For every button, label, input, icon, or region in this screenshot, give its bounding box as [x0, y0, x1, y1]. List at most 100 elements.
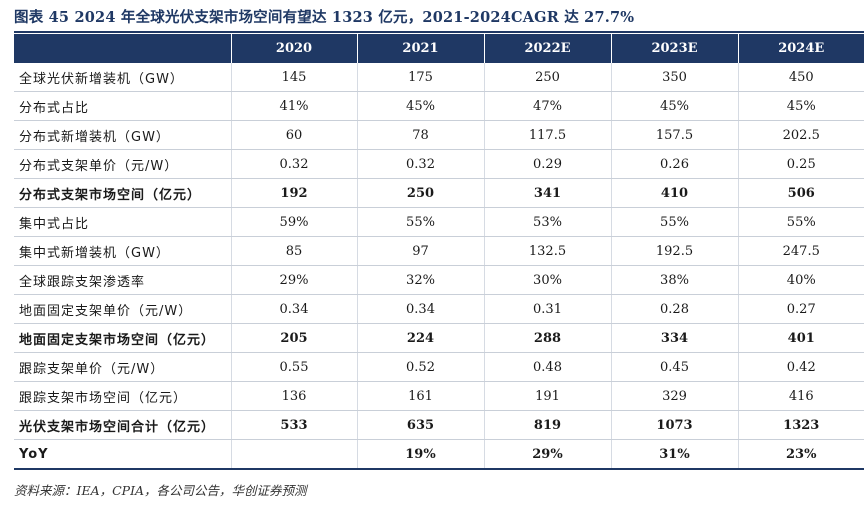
header-cell-year: 2022E [484, 34, 612, 63]
table-cell: 0.32 [357, 149, 485, 179]
table-cell: 97 [357, 236, 485, 266]
row-label: 全球光伏新增装机（GW） [14, 63, 232, 92]
table-cell: 1323 [738, 410, 864, 440]
table-cell: 450 [738, 63, 864, 92]
table-cell: 23% [738, 439, 864, 470]
table-cell: 819 [484, 410, 612, 440]
row-label: 跟踪支架单价（元/W） [14, 352, 232, 382]
table-cell: 1073 [611, 410, 739, 440]
row-label: YoY [14, 439, 232, 470]
table-cell: 341 [484, 178, 612, 208]
row-label: 集中式新增装机（GW） [14, 236, 232, 266]
table-row: 分布式占比 41% 45% 47% 45% 45% [14, 91, 864, 121]
table-cell: 334 [611, 323, 739, 353]
table-row: 地面固定支架市场空间（亿元） 205 224 288 334 401 [14, 323, 864, 353]
table-row: YoY 19% 29% 31% 23% [14, 439, 864, 470]
row-label: 地面固定支架市场空间（亿元） [14, 323, 232, 353]
header-cell-year: 2020 [231, 34, 358, 63]
row-label: 跟踪支架市场空间（亿元） [14, 381, 232, 411]
table-cell: 329 [611, 381, 739, 411]
table-cell: 202.5 [738, 120, 864, 150]
table-cell: 0.34 [231, 294, 358, 324]
table-cell: 191 [484, 381, 612, 411]
row-label: 分布式支架市场空间（亿元） [14, 178, 232, 208]
table-cell: 117.5 [484, 120, 612, 150]
title-rule [14, 31, 864, 33]
table-cell: 136 [231, 381, 358, 411]
table-cell: 38% [611, 265, 739, 295]
table-cell: 55% [611, 207, 739, 237]
table-cell: 45% [357, 91, 485, 121]
table-cell: 32% [357, 265, 485, 295]
table-cell [231, 439, 358, 470]
table-cell: 247.5 [738, 236, 864, 266]
table-cell: 0.27 [738, 294, 864, 324]
table-cell: 19% [357, 439, 485, 470]
table-cell: 250 [357, 178, 485, 208]
table-cell: 416 [738, 381, 864, 411]
table-row: 集中式新增装机（GW） 85 97 132.5 192.5 247.5 [14, 236, 864, 266]
table-cell: 0.32 [231, 149, 358, 179]
row-label: 全球跟踪支架渗透率 [14, 265, 232, 295]
table-cell: 132.5 [484, 236, 612, 266]
header-cell-year: 2023E [611, 34, 739, 63]
table-cell: 250 [484, 63, 612, 92]
table-cell: 0.55 [231, 352, 358, 382]
table-row: 地面固定支架单价（元/W） 0.34 0.34 0.31 0.28 0.27 [14, 294, 864, 324]
table-cell: 288 [484, 323, 612, 353]
table-cell: 45% [738, 91, 864, 121]
table-cell: 0.28 [611, 294, 739, 324]
table-cell: 40% [738, 265, 864, 295]
table-cell: 224 [357, 323, 485, 353]
table-header-row: 2020 2021 2022E 2023E 2024E [14, 34, 864, 63]
table-cell: 410 [611, 178, 739, 208]
table-row: 分布式新增装机（GW） 60 78 117.5 157.5 202.5 [14, 120, 864, 150]
table-row: 光伏支架市场空间合计（亿元） 533 635 819 1073 1323 [14, 410, 864, 440]
table-cell: 205 [231, 323, 358, 353]
table-cell: 45% [611, 91, 739, 121]
table-cell: 29% [484, 439, 612, 470]
row-label: 光伏支架市场空间合计（亿元） [14, 410, 232, 440]
table-cell: 0.26 [611, 149, 739, 179]
table-cell: 175 [357, 63, 485, 92]
row-label: 分布式占比 [14, 91, 232, 121]
table-row: 分布式支架单价（元/W） 0.32 0.32 0.29 0.26 0.25 [14, 149, 864, 179]
table-row: 全球光伏新增装机（GW） 145 175 250 350 450 [14, 63, 864, 92]
row-label: 分布式新增装机（GW） [14, 120, 232, 150]
table-cell: 0.31 [484, 294, 612, 324]
table-cell: 350 [611, 63, 739, 92]
table-cell: 41% [231, 91, 358, 121]
table-cell: 78 [357, 120, 485, 150]
table-cell: 55% [738, 207, 864, 237]
table-cell: 0.45 [611, 352, 739, 382]
row-label: 分布式支架单价（元/W） [14, 149, 232, 179]
table-cell: 0.52 [357, 352, 485, 382]
row-label: 集中式占比 [14, 207, 232, 237]
table-cell: 192.5 [611, 236, 739, 266]
header-cell-year: 2021 [357, 34, 485, 63]
table-row: 跟踪支架单价（元/W） 0.55 0.52 0.48 0.45 0.42 [14, 352, 864, 382]
row-label: 地面固定支架单价（元/W） [14, 294, 232, 324]
table-row: 集中式占比 59% 55% 53% 55% 55% [14, 207, 864, 237]
table-cell: 29% [231, 265, 358, 295]
header-cell-label [14, 34, 232, 63]
table-cell: 31% [611, 439, 739, 470]
table-cell: 0.29 [484, 149, 612, 179]
table-cell: 506 [738, 178, 864, 208]
table-cell: 192 [231, 178, 358, 208]
table-cell: 157.5 [611, 120, 739, 150]
header-cell-year: 2024E [738, 34, 864, 63]
table-cell: 47% [484, 91, 612, 121]
figure-title: 图表 45 2024 年全球光伏支架市场空间有望达 1323 亿元，2021-2… [14, 9, 635, 26]
table-cell: 161 [357, 381, 485, 411]
table-cell: 0.25 [738, 149, 864, 179]
table-cell: 533 [231, 410, 358, 440]
table-row: 全球跟踪支架渗透率 29% 32% 30% 38% 40% [14, 265, 864, 295]
source-note: 资料来源：IEA，CPIA，各公司公告，华创证券预测 [14, 483, 307, 498]
table-cell: 53% [484, 207, 612, 237]
table-cell: 59% [231, 207, 358, 237]
data-table: 2020 2021 2022E 2023E 2024E 全球光伏新增装机（GW） 145 1… [14, 34, 864, 470]
table-cell: 145 [231, 63, 358, 92]
table-cell: 30% [484, 265, 612, 295]
table-cell: 0.34 [357, 294, 485, 324]
